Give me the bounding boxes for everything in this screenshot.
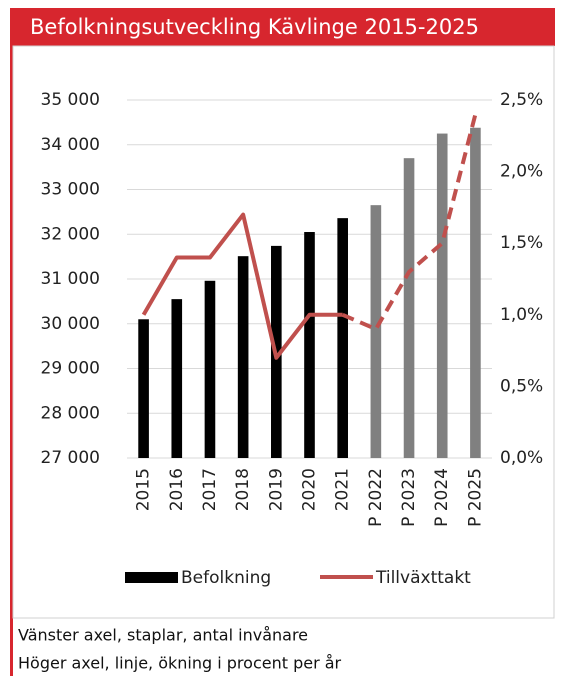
x-tick-label: 2019 bbox=[266, 468, 286, 511]
legend-label: Befolkning bbox=[181, 568, 271, 588]
note: Vänster axel, staplar, antal invånare bbox=[18, 626, 308, 645]
y-tick-label: 34 000 bbox=[41, 135, 100, 155]
x-tick-label: P 2024 bbox=[432, 468, 452, 527]
bar bbox=[237, 256, 249, 458]
y-tick-label: 33 000 bbox=[41, 180, 100, 200]
x-tick-label: 2017 bbox=[200, 468, 220, 511]
y-tick-label: 30 000 bbox=[41, 314, 100, 334]
bar bbox=[138, 319, 149, 458]
bar bbox=[171, 299, 183, 458]
bar bbox=[304, 232, 315, 458]
bar bbox=[370, 205, 382, 458]
chart-title: Befolkningsutveckling Kävlinge 2015-2025 bbox=[30, 15, 479, 39]
x-tick-label: 2015 bbox=[134, 468, 154, 511]
y2-tick-label: 0,5% bbox=[500, 376, 543, 396]
left-border bbox=[10, 8, 13, 676]
y-tick-label: 28 000 bbox=[41, 403, 100, 423]
y-tick-label: 29 000 bbox=[41, 359, 100, 379]
x-tick-label: 2018 bbox=[233, 468, 253, 511]
bar bbox=[470, 127, 481, 459]
chart-frame bbox=[12, 45, 555, 619]
y-tick-label: 32 000 bbox=[41, 224, 100, 244]
y-tick-label: 31 000 bbox=[41, 269, 100, 289]
x-tick-label: P 2023 bbox=[399, 468, 419, 527]
x-tick-label: 2020 bbox=[300, 468, 320, 511]
bar bbox=[204, 280, 216, 458]
x-tick-label: P 2022 bbox=[366, 468, 386, 527]
legend-swatch bbox=[125, 572, 178, 583]
note: Höger axel, linje, ökning i procent per … bbox=[18, 654, 342, 673]
bar bbox=[436, 133, 448, 458]
y2-tick-label: 1,0% bbox=[500, 305, 543, 325]
legend-label: Tillväxttakt bbox=[375, 568, 471, 588]
line-projected bbox=[341, 113, 478, 332]
title-bar bbox=[10, 8, 555, 46]
y2-tick-label: 2,0% bbox=[500, 162, 543, 182]
bar bbox=[337, 218, 348, 458]
bar bbox=[403, 158, 415, 459]
y2-tick-label: 1,5% bbox=[500, 233, 543, 253]
y2-tick-label: 2,5% bbox=[500, 90, 543, 110]
x-tick-label: 2021 bbox=[333, 468, 353, 511]
line bbox=[141, 212, 343, 360]
y-tick-label: 35 000 bbox=[41, 90, 100, 110]
y2-tick-label: 0,0% bbox=[500, 448, 543, 468]
y-tick-label: 27 000 bbox=[41, 448, 100, 468]
x-tick-label: P 2025 bbox=[465, 468, 485, 527]
x-tick-label: 2016 bbox=[167, 468, 187, 511]
